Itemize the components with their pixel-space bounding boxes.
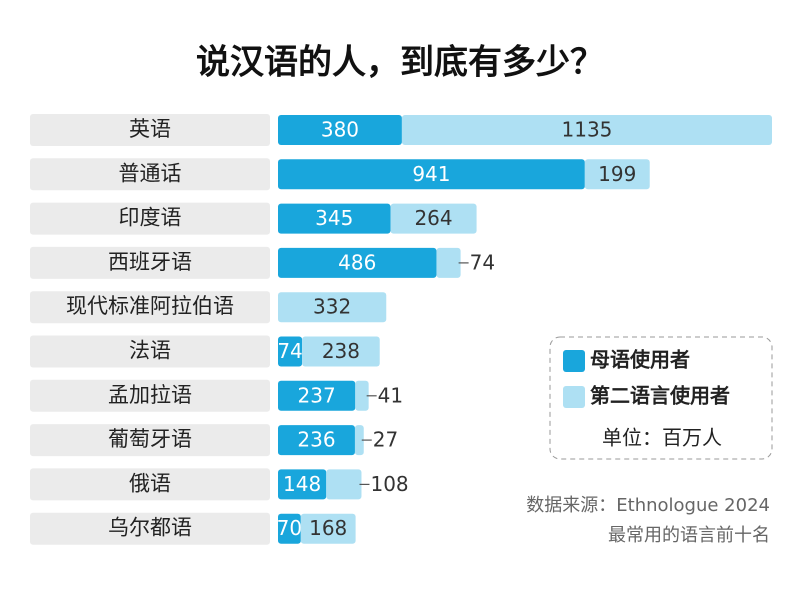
- bar-segment: [278, 247, 437, 278]
- bar-segment: [390, 203, 477, 234]
- row-background: [30, 202, 270, 235]
- value-label: 332: [313, 295, 351, 319]
- bar-segment: [278, 380, 356, 411]
- bar-segment: [401, 115, 772, 145]
- value-label: 380: [321, 118, 359, 142]
- category-label: 乌尔都语: [108, 516, 192, 540]
- value-label: 168: [309, 516, 347, 540]
- category-label: 法语: [129, 339, 171, 363]
- value-label: 237: [298, 383, 336, 407]
- bar-segment: [278, 203, 391, 234]
- row-background: [30, 379, 270, 412]
- bar-segment: [278, 115, 402, 145]
- value-label: 238: [322, 339, 360, 363]
- legend-label: 第二语言使用者: [590, 384, 730, 408]
- legend-swatch: [563, 386, 585, 408]
- row-background: [30, 512, 270, 545]
- value-label: 486: [338, 250, 376, 274]
- value-label: 27: [373, 428, 398, 452]
- row-background: [30, 114, 270, 146]
- value-label: 74: [277, 339, 302, 363]
- category-label: 孟加拉语: [108, 383, 192, 407]
- bar-segment: [278, 292, 387, 323]
- value-label: 148: [283, 472, 321, 496]
- legend-label: 母语使用者: [590, 348, 690, 372]
- unit-label: 单位：百万人: [602, 426, 722, 450]
- bar-segment: [326, 469, 362, 500]
- row-background: [30, 424, 270, 457]
- bar-segment: [278, 425, 355, 456]
- legend-swatch: [563, 350, 585, 372]
- category-label: 西班牙语: [108, 250, 192, 274]
- source-label: 数据来源：Ethnologue 2024: [526, 495, 770, 516]
- value-label: 941: [412, 162, 450, 186]
- row-background: [30, 158, 270, 191]
- value-label: 1135: [562, 118, 613, 142]
- category-label: 普通话: [119, 161, 182, 185]
- value-label: 236: [297, 428, 335, 452]
- value-label: 74: [470, 250, 495, 274]
- bar-segment: [278, 469, 327, 500]
- bar-segment: [436, 247, 461, 278]
- value-label: 264: [414, 206, 452, 230]
- category-label: 印度语: [119, 206, 182, 230]
- row-background: [30, 291, 270, 324]
- bar-segment: [278, 336, 303, 367]
- category-label: 现代标准阿拉伯语: [66, 294, 234, 318]
- chart-title: 说汉语的人，到底有多少？: [196, 43, 604, 83]
- note-label: 最常用的语言前十名: [608, 525, 770, 546]
- bar-segment: [278, 513, 301, 544]
- row-background: [30, 335, 270, 368]
- bar-segment: [355, 380, 369, 411]
- value-label: 345: [315, 206, 353, 230]
- legend-box: [549, 336, 773, 460]
- category-label: 葡萄牙语: [108, 427, 192, 451]
- row-background: [30, 468, 270, 501]
- bar-segment: [300, 513, 356, 544]
- bar-segment: [354, 425, 364, 456]
- category-label: 俄语: [129, 471, 171, 495]
- value-label: 41: [378, 383, 403, 407]
- row-background: [30, 246, 270, 279]
- value-label: 108: [370, 472, 408, 496]
- bar-segment: [278, 159, 585, 190]
- value-label: 199: [598, 162, 636, 186]
- value-label: 70: [277, 516, 302, 540]
- bar-segment: [584, 159, 650, 190]
- category-label: 英语: [129, 117, 171, 141]
- bar-segment: [302, 336, 380, 367]
